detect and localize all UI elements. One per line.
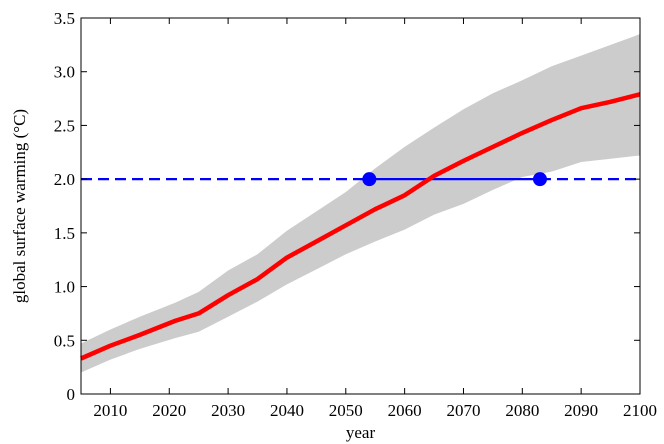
plot-frame — [80, 17, 641, 395]
y-tick-label: 0 — [67, 385, 76, 404]
axes: 2010 2020 2030 2040 2050 2060 2070 2080 2090 2100… — [54, 9, 657, 420]
x-tick-label: 2090 — [564, 401, 598, 420]
y-tick-label: 1.5 — [54, 224, 75, 243]
x-tick-label: 2040 — [270, 401, 304, 420]
x-tick-label: 2020 — [152, 401, 186, 420]
uncertainty-band — [81, 34, 640, 373]
x-tick-label: 2060 — [388, 401, 422, 420]
x-tick-label: 2050 — [329, 401, 363, 420]
x-tick-label: 2010 — [93, 401, 127, 420]
x-tick-label: 2080 — [505, 401, 539, 420]
crossing-point — [362, 172, 377, 187]
x-tick-label: 2030 — [211, 401, 245, 420]
y-tick-label: 3.5 — [54, 9, 75, 28]
y-tick-label: 3.0 — [54, 63, 75, 82]
y-tick-label: 2.0 — [54, 170, 75, 189]
x-axis-title: year — [346, 423, 376, 442]
mean-warming-line — [80, 92, 641, 361]
y-tick-label: 2.5 — [54, 116, 75, 135]
x-tick-label: 2100 — [623, 401, 657, 420]
plot-area — [80, 34, 641, 373]
y-tick-label: 0.5 — [54, 331, 75, 350]
y-axis-title: global surface warming (°C) — [10, 109, 29, 303]
crossing-point — [532, 172, 547, 187]
x-tick-label: 2070 — [446, 401, 480, 420]
y-tick-label: 1.0 — [54, 278, 75, 297]
